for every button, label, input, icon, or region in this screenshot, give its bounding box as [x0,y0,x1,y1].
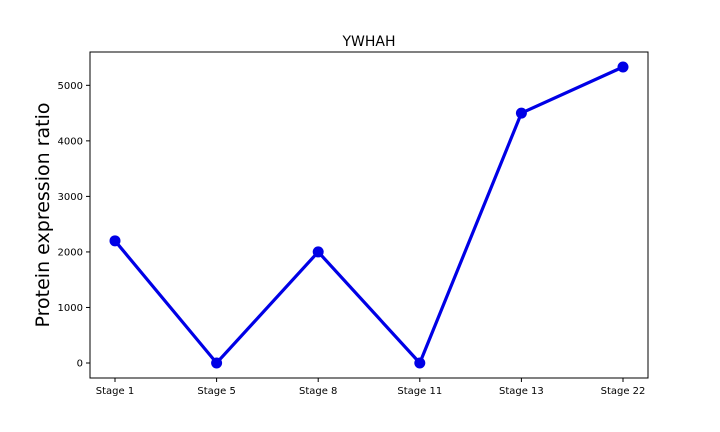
y-tick-label: 3000 [58,192,83,203]
data-point [515,107,527,119]
plot-frame [89,51,649,379]
series-line [113,65,624,366]
y-axis: 0 1000 2000 3000 4000 5000 [58,81,90,370]
y-axis-label: Protein expression ratio [32,103,54,328]
x-tick-label: Stage 1 [96,386,134,397]
x-tick-label: Stage 8 [299,386,337,397]
x-tick-label: Stage 5 [197,386,235,397]
y-tick-label: 5000 [58,81,83,92]
y-tick-label: 0 [77,359,83,370]
series-group [109,61,629,369]
x-tick-label: Stage 11 [397,386,442,397]
data-point [109,235,121,247]
data-point [617,61,629,73]
x-axis: Stage 1 Stage 5 Stage 8 Stage 11 Stage 13 Sta… [96,378,646,397]
chart-title: YWHAH [341,34,395,50]
y-tick-label: 1000 [58,303,83,314]
y-tick-label: 4000 [58,136,83,147]
data-point [211,357,223,369]
data-point [414,357,426,369]
data-point [312,246,324,258]
x-tick-label: Stage 13 [499,386,544,397]
y-tick-label: 2000 [58,247,83,258]
x-tick-label: Stage 22 [601,386,646,397]
